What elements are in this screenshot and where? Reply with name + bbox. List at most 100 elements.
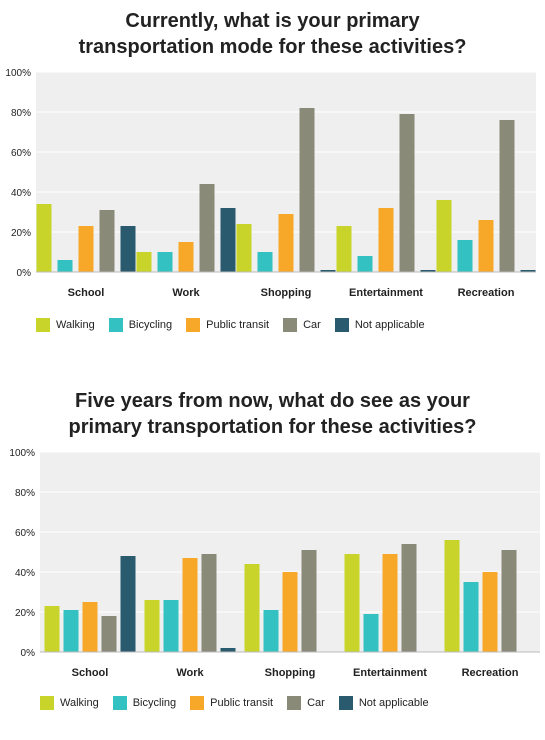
y-tick-label: 0% <box>17 268 32 279</box>
chart-panel-current: Currently, what is your primary transpor… <box>0 0 545 360</box>
bar-bicycling-work <box>163 600 179 652</box>
legend-item-public-transit: Public transit <box>190 696 273 710</box>
bar-bicycling-recreation <box>463 582 479 652</box>
bar-not-applicable-work <box>220 208 236 272</box>
bar-public-transit-school <box>78 226 94 272</box>
legend-item-not-applicable: Not applicable <box>338 696 429 710</box>
bar-walking-entertainment <box>336 226 352 272</box>
bar-not-applicable-entertainment <box>420 270 436 272</box>
legend-label: Walking <box>56 319 95 331</box>
bar-public-transit-school <box>82 602 98 652</box>
chart-panel-future: Five years from now, what do see as your… <box>0 380 545 722</box>
legend-item-public-transit: Public transit <box>186 318 269 332</box>
bar-bicycling-school <box>63 610 79 652</box>
chart-title-line-2: transportation mode for these activities… <box>78 36 467 58</box>
bar-car-shopping <box>299 108 315 272</box>
legend-item-car: Car <box>283 318 321 332</box>
bar-car-work <box>199 184 215 272</box>
chart-legend: Walking Bicycling Public transit Car Not… <box>36 318 439 332</box>
bar-public-transit-shopping <box>282 572 298 652</box>
bar-bicycling-school <box>57 260 73 272</box>
legend-swatch <box>108 318 123 332</box>
legend-label: Not applicable <box>354 319 425 331</box>
x-tick-label: Shopping <box>265 667 316 679</box>
legend-item-bicycling: Bicycling <box>108 318 172 332</box>
bar-walking-recreation <box>444 540 460 652</box>
bar-walking-recreation <box>436 200 452 272</box>
x-tick-label: School <box>68 287 105 299</box>
bar-chart-current: 0% 20% 40% 60% 80% 100% School Work Shopping Ente… <box>5 68 536 299</box>
x-tick-label: Recreation <box>462 667 519 679</box>
x-tick-label: Shopping <box>261 287 312 299</box>
bar-car-work <box>201 554 217 652</box>
legend-label: Public transit <box>210 697 274 709</box>
legend-label: Car <box>303 319 321 331</box>
y-tick-label: 20% <box>15 608 35 619</box>
legend-label: Bicycling <box>132 697 177 709</box>
chart-title: Currently, what is your primary transpor… <box>0 8 545 60</box>
legend-item-not-applicable: Not applicable <box>334 318 425 332</box>
x-tick-label: Recreation <box>458 287 515 299</box>
bar-car-recreation <box>499 120 515 272</box>
legend-swatch <box>190 696 205 710</box>
bar-car-school <box>99 210 115 272</box>
bar-public-transit-work <box>178 242 194 272</box>
bar-public-transit-shopping <box>278 214 294 272</box>
y-tick-label: 100% <box>9 448 35 459</box>
chart-legend: Walking Bicycling Public transit Car Not… <box>40 696 443 710</box>
bar-bicycling-recreation <box>457 240 473 272</box>
chart-title-line-1: Five years from now, what do see as your <box>75 390 470 412</box>
x-tick-label: School <box>72 667 109 679</box>
legend-label: Public transit <box>206 319 270 331</box>
legend-item-bicycling: Bicycling <box>112 696 177 710</box>
legend-swatch <box>186 318 201 332</box>
bar-walking-school <box>44 606 60 652</box>
y-tick-label: 80% <box>11 108 31 119</box>
bar-car-shopping <box>301 550 317 652</box>
legend-item-car: Car <box>287 696 325 710</box>
bar-walking-shopping <box>236 224 252 272</box>
bar-not-applicable-recreation <box>520 270 536 272</box>
legend-label: Walking <box>60 697 99 709</box>
legend-item-walking: Walking <box>36 318 95 332</box>
bar-public-transit-work <box>182 558 198 652</box>
y-tick-label: 60% <box>15 528 35 539</box>
legend-label: Not applicable <box>358 697 429 709</box>
bar-chart-future: 0% 20% 40% 60% 80% 100% School Work Shopping Ente… <box>9 448 540 679</box>
bar-walking-work <box>136 252 152 272</box>
chart-title-line-1: Currently, what is your primary <box>125 10 420 32</box>
legend-swatch <box>112 696 127 710</box>
bar-walking-work <box>144 600 160 652</box>
bar-car-entertainment <box>399 114 415 272</box>
legend-label: Car <box>307 697 325 709</box>
bar-bicycling-work <box>157 252 173 272</box>
x-tick-label: Entertainment <box>353 667 427 679</box>
y-tick-label: 40% <box>15 568 35 579</box>
bar-not-applicable-school <box>120 226 136 272</box>
bar-bicycling-shopping <box>263 610 279 652</box>
y-tick-label: 100% <box>5 68 31 79</box>
x-tick-label: Work <box>176 667 204 679</box>
bar-not-applicable-shopping <box>320 270 336 272</box>
bar-walking-school <box>36 204 52 272</box>
bar-bicycling-entertainment <box>357 256 373 272</box>
x-tick-label: Work <box>172 287 200 299</box>
bar-public-transit-entertainment <box>382 554 398 652</box>
legend-swatch <box>287 696 302 710</box>
bar-bicycling-shopping <box>257 252 273 272</box>
bar-public-transit-recreation <box>478 220 494 272</box>
y-tick-label: 80% <box>15 488 35 499</box>
bar-public-transit-entertainment <box>378 208 394 272</box>
bar-car-school <box>101 616 117 652</box>
bar-car-entertainment <box>401 544 417 652</box>
legend-swatch <box>334 318 349 332</box>
bar-bicycling-entertainment <box>363 614 379 652</box>
y-tick-label: 40% <box>11 188 31 199</box>
y-tick-label: 20% <box>11 228 31 239</box>
legend-item-walking: Walking <box>40 696 99 710</box>
x-tick-label: Entertainment <box>349 287 423 299</box>
legend-swatch <box>36 318 50 332</box>
legend-swatch <box>338 696 353 710</box>
chart-title-line-2: primary transportation for these activit… <box>68 416 477 438</box>
bar-not-applicable-school <box>120 556 136 652</box>
